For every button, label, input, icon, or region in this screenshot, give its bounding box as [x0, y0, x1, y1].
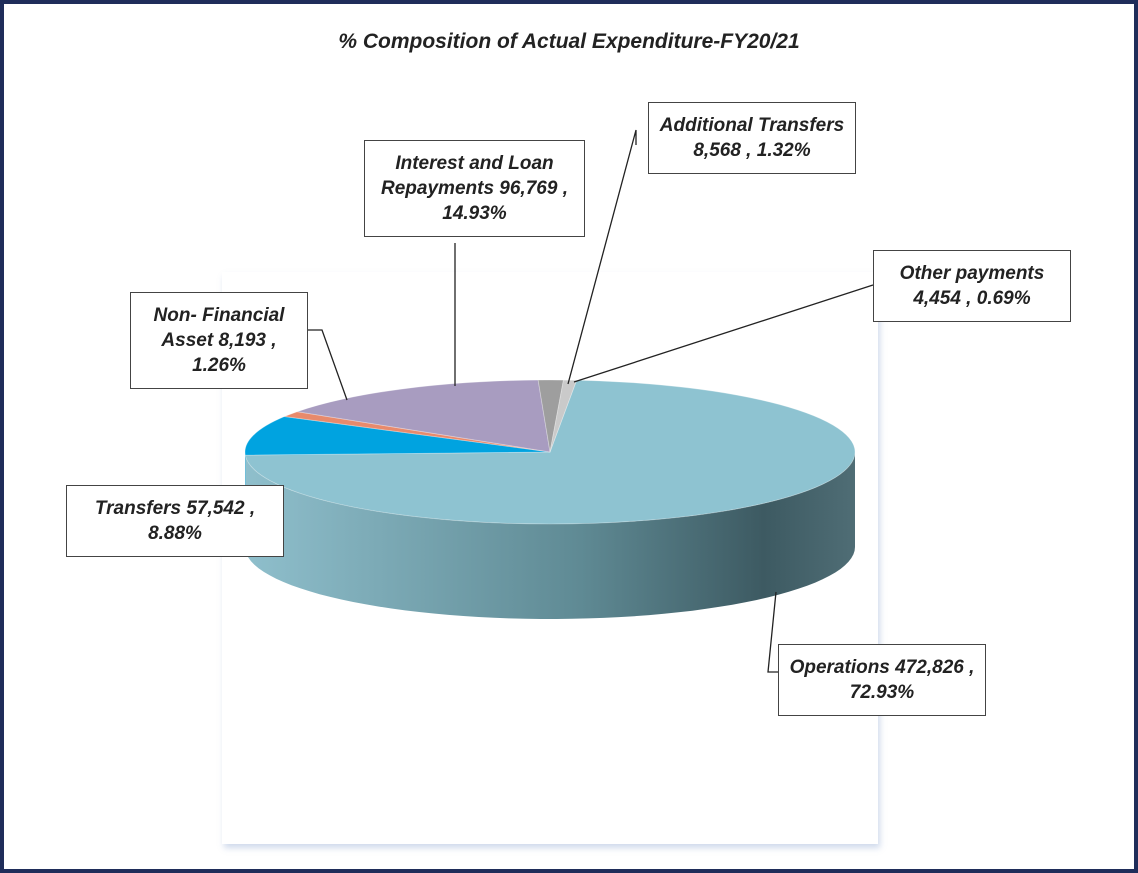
label-percent: 0.69% [976, 288, 1031, 309]
slice [244, 379, 856, 525]
label-value: 472,826 [895, 657, 964, 678]
data-label: Other payments 4,454 , 0.69% [873, 250, 1071, 322]
label-separator: , [963, 657, 975, 678]
label-separator: , [244, 498, 256, 519]
label-separator: , [740, 140, 757, 161]
label-percent: 1.26% [192, 355, 246, 376]
data-label: Transfers 57,542 , 8.88% [66, 485, 284, 557]
leader-line [573, 284, 874, 383]
label-separator: , [266, 330, 277, 351]
data-label: Interest and Loan Repayments 96,769 , 14… [364, 140, 585, 237]
label-name: Non- Financial Asset [153, 305, 285, 351]
label-value: 57,542 [186, 498, 245, 519]
chart-title: % Composition of Actual Expenditure-FY20… [338, 30, 800, 53]
slice-side [245, 452, 856, 619]
slice [297, 379, 551, 453]
label-name: Additional Transfers [659, 115, 845, 136]
label-percent: 14.93% [442, 203, 507, 224]
label-value: 4,454 [913, 288, 961, 309]
slice [244, 416, 551, 456]
label-name: Transfers [94, 498, 182, 519]
leader-line [308, 329, 348, 401]
slice [549, 379, 578, 453]
data-label: Additional Transfers 8,568 , 1.32% [648, 102, 856, 174]
data-label: Operations 472,826 , 72.93% [778, 644, 986, 716]
slice [282, 411, 551, 453]
label-separator: , [960, 288, 977, 309]
label-value: 8,568 [693, 140, 741, 161]
label-name: Interest and Loan Repayments [381, 153, 554, 199]
label-percent: 1.32% [756, 140, 811, 161]
label-value: 8,193 [218, 330, 266, 351]
label-percent: 8.88% [148, 523, 202, 544]
data-label: Non- Financial Asset 8,193 , 1.26% [130, 292, 308, 389]
label-separator: , [557, 178, 568, 199]
label-value: 96,769 [499, 178, 558, 199]
label-percent: 72.93% [849, 682, 915, 703]
label-name: Operations [789, 657, 890, 678]
leader-line [567, 129, 637, 385]
leader-line [767, 591, 778, 673]
label-name: Other payments [899, 263, 1045, 284]
slice [537, 379, 564, 453]
